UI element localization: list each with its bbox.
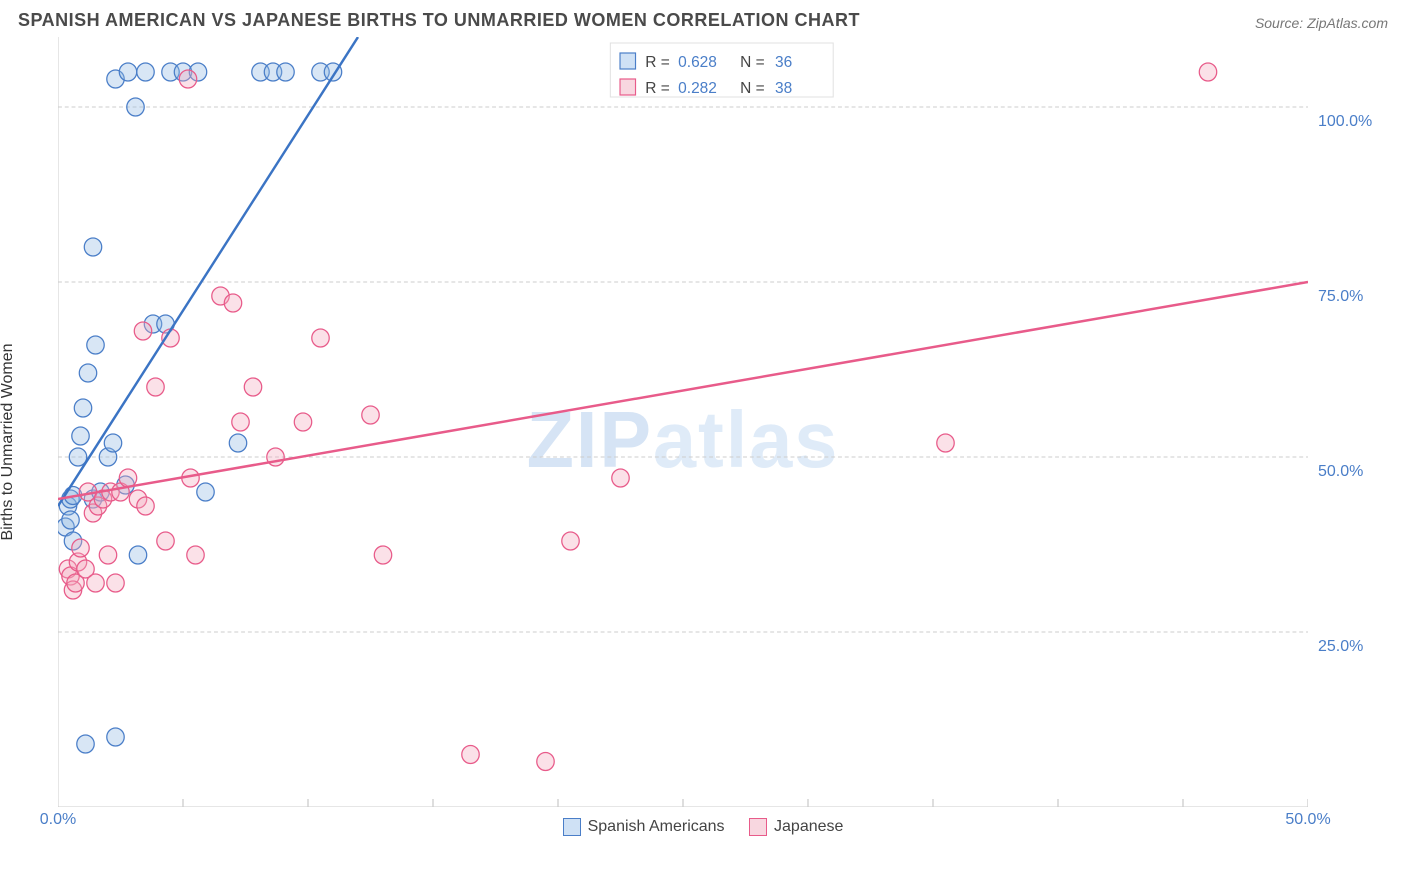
- scatter-point: [137, 497, 154, 515]
- scatter-point: [462, 746, 479, 764]
- scatter-point: [72, 539, 89, 557]
- scatter-point: [229, 434, 246, 452]
- y-tick-label: 25.0%: [1318, 638, 1363, 656]
- svg-text:R =: R =: [645, 54, 670, 71]
- scatter-point: [107, 574, 124, 592]
- legend-item-japanese: Japanese: [749, 818, 843, 836]
- scatter-point: [197, 483, 214, 501]
- scatter-point: [84, 238, 101, 256]
- scatter-point: [87, 574, 104, 592]
- scatter-point: [157, 532, 174, 550]
- svg-text:0.628: 0.628: [678, 54, 717, 71]
- scatter-point: [79, 364, 96, 382]
- scatter-point: [134, 322, 151, 340]
- legend-label-japanese: Japanese: [774, 818, 843, 836]
- legend-item-spanish: Spanish Americans: [563, 818, 725, 836]
- y-tick-labels: 25.0% 50.0% 75.0% 100.0%: [1318, 37, 1378, 807]
- scatter-point: [179, 70, 196, 88]
- y-tick-label: 100.0%: [1318, 113, 1372, 131]
- legend-label-spanish: Spanish Americans: [588, 818, 725, 836]
- stats-legend: R = 0.628 N = 36 R = 0.282 N = 38: [610, 43, 833, 97]
- scatter-point: [137, 63, 154, 81]
- svg-text:R =: R =: [645, 80, 670, 97]
- scatter-point: [74, 399, 91, 417]
- scatter-point: [187, 546, 204, 564]
- scatter-point: [312, 329, 329, 347]
- y-tick-label: 50.0%: [1318, 463, 1363, 481]
- svg-text:N =: N =: [740, 80, 765, 97]
- scatter-point: [232, 413, 249, 431]
- legend-swatch-japanese: [749, 818, 767, 836]
- plot-region: ZIPatlas R =0.628N =36R =0.282N =38 25.0…: [58, 37, 1308, 807]
- scatter-point: [119, 469, 136, 487]
- scatter-point: [147, 378, 164, 396]
- y-tick-label: 75.0%: [1318, 288, 1363, 306]
- scatter-point: [72, 427, 89, 445]
- scatter-point: [62, 511, 79, 529]
- scatter-point: [277, 63, 294, 81]
- scatter-point: [87, 336, 104, 354]
- y-axis-label: Births to Unmarried Women: [0, 343, 17, 540]
- svg-text:0.282: 0.282: [678, 80, 717, 97]
- scatter-point: [1199, 63, 1216, 81]
- svg-text:38: 38: [775, 80, 792, 97]
- scatter-point: [362, 406, 379, 424]
- chart-title: SPANISH AMERICAN VS JAPANESE BIRTHS TO U…: [18, 10, 860, 31]
- scatter-point: [612, 469, 629, 487]
- scatter-point: [77, 735, 94, 753]
- bottom-legend: Spanish Americans Japanese: [18, 818, 1388, 841]
- scatter-point: [937, 434, 954, 452]
- scatter-point: [294, 413, 311, 431]
- chart-header: SPANISH AMERICAN VS JAPANESE BIRTHS TO U…: [18, 10, 1388, 37]
- scatter-point: [127, 98, 144, 116]
- scatter-point: [224, 294, 241, 312]
- svg-text:36: 36: [775, 54, 792, 71]
- scatter-point: [537, 753, 554, 771]
- chart-area: Births to Unmarried Women ZIPatlas R =0.…: [18, 37, 1388, 847]
- scatter-point: [104, 434, 121, 452]
- svg-text:N =: N =: [740, 54, 765, 71]
- scatter-point: [119, 63, 136, 81]
- scatter-point: [129, 546, 146, 564]
- scatter-point: [562, 532, 579, 550]
- chart-source: Source: ZipAtlas.com: [1255, 15, 1388, 31]
- scatter-point: [107, 728, 124, 746]
- scatter-point: [99, 546, 116, 564]
- scatter-point: [374, 546, 391, 564]
- legend-swatch-spanish: [563, 818, 581, 836]
- scatter-point: [244, 378, 261, 396]
